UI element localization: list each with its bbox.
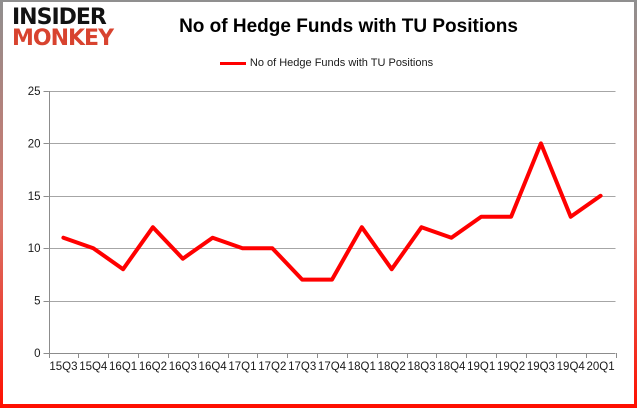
x-axis-label: 16Q2 bbox=[139, 361, 167, 373]
x-axis-label: 19Q4 bbox=[557, 361, 586, 373]
x-axis-label: 18Q2 bbox=[378, 361, 406, 373]
x-axis-label: 19Q2 bbox=[497, 361, 525, 373]
y-axis-label: 5 bbox=[34, 296, 40, 308]
chart-legend: No of Hedge Funds with TU Positions bbox=[3, 57, 634, 69]
x-axis-label: 16Q3 bbox=[169, 361, 197, 373]
x-axis-label: 18Q4 bbox=[437, 361, 466, 373]
logo-text-insider: INSIDER bbox=[12, 5, 107, 30]
x-axis-label: 19Q3 bbox=[527, 361, 555, 373]
x-axis-label: 19Q1 bbox=[467, 361, 495, 373]
x-axis-label: 17Q3 bbox=[288, 361, 316, 373]
x-axis-label: 15Q4 bbox=[79, 361, 108, 373]
x-axis-label: 16Q1 bbox=[109, 361, 137, 373]
chart-canvas: INSIDER MONKEY No of Hedge Funds with TU… bbox=[3, 2, 634, 404]
x-axis-label: 20Q1 bbox=[587, 361, 615, 373]
x-axis-label: 18Q3 bbox=[407, 361, 435, 373]
data-series-line bbox=[61, 141, 603, 282]
legend-line-marker bbox=[219, 61, 246, 65]
x-axis-label: 17Q2 bbox=[258, 361, 286, 373]
chart-title: No of Hedge Funds with TU Positions bbox=[179, 16, 518, 37]
legend-label: No of Hedge Funds with TU Positions bbox=[249, 57, 434, 69]
x-axis-label: 15Q3 bbox=[49, 361, 77, 373]
y-axis-label: 0 bbox=[34, 348, 40, 360]
x-axis-label: 17Q1 bbox=[228, 361, 256, 373]
y-axis-label: 15 bbox=[28, 191, 41, 203]
logo-text-monkey: MONKEY bbox=[12, 25, 114, 51]
x-axis-label: 18Q1 bbox=[348, 361, 376, 373]
insider-monkey-logo: INSIDER MONKEY bbox=[12, 5, 114, 51]
y-axis-label: 10 bbox=[28, 243, 41, 255]
y-axis-label: 25 bbox=[28, 86, 41, 98]
x-axis-label: 16Q4 bbox=[199, 361, 228, 373]
x-axis-label: 17Q4 bbox=[318, 361, 347, 373]
y-axis-label: 20 bbox=[28, 138, 41, 150]
